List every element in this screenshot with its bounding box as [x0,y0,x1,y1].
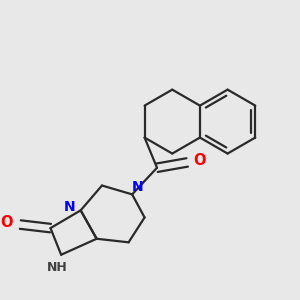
Text: O: O [194,153,206,168]
Text: O: O [0,215,12,230]
Text: N: N [64,200,76,214]
Text: NH: NH [47,261,68,274]
Text: N: N [132,180,143,194]
